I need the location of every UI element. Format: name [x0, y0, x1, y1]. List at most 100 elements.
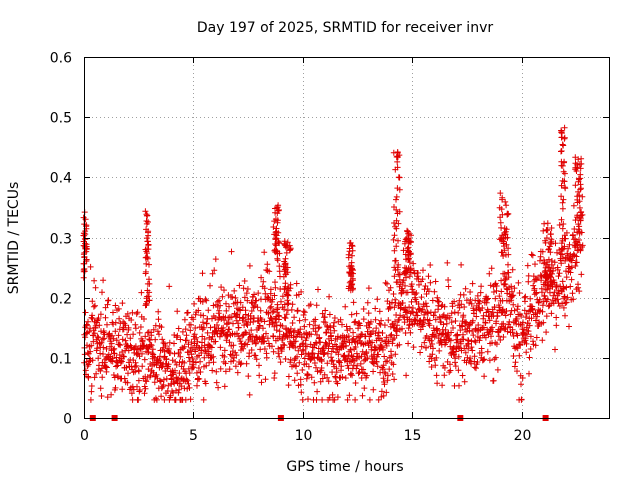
data-point	[226, 326, 233, 333]
data-point	[313, 302, 320, 309]
data-point	[187, 321, 194, 328]
data-point	[195, 307, 202, 314]
data-point	[262, 290, 269, 297]
data-point	[307, 301, 314, 308]
data-point	[212, 338, 219, 345]
data-point	[134, 309, 141, 316]
data-point	[197, 358, 204, 365]
data-point	[177, 336, 184, 343]
data-point	[308, 331, 315, 338]
data-point	[449, 303, 456, 310]
data-point	[543, 235, 550, 241]
data-point	[219, 293, 226, 300]
data-point	[378, 388, 385, 395]
data-point	[492, 295, 499, 302]
data-point	[214, 322, 220, 328]
data-point	[535, 299, 542, 306]
data-point	[448, 329, 455, 336]
data-point	[384, 358, 391, 364]
data-point	[561, 124, 568, 131]
data-point	[155, 308, 162, 315]
data-point	[513, 344, 520, 351]
data-point	[257, 307, 264, 314]
data-point	[146, 337, 153, 343]
data-point	[573, 259, 580, 266]
data-point	[455, 344, 462, 351]
data-point	[144, 287, 151, 294]
data-point	[110, 346, 117, 353]
data-point	[560, 285, 567, 292]
data-point	[158, 385, 165, 392]
data-point	[98, 339, 105, 346]
data-point	[143, 378, 150, 385]
data-point	[357, 360, 364, 367]
data-point	[199, 298, 206, 305]
data-point	[153, 371, 160, 378]
data-point	[574, 229, 580, 236]
data-point	[349, 372, 356, 379]
data-point	[274, 305, 281, 311]
data-point	[545, 274, 552, 281]
data-point	[218, 284, 225, 291]
data-point	[172, 367, 178, 374]
data-point	[537, 272, 544, 279]
data-point	[138, 289, 145, 296]
data-point	[200, 319, 206, 326]
data-point	[179, 328, 186, 335]
data-point	[484, 296, 490, 303]
data-point	[322, 319, 329, 326]
data-point	[244, 286, 251, 292]
axis-ticks: 0 0.1 0.2 0.3 0.4 0.5 0.6 0 5 10 15 20	[50, 51, 609, 444]
grid-lines	[84, 57, 609, 418]
data-point	[427, 279, 434, 286]
data-point	[561, 159, 567, 166]
data-point	[267, 314, 274, 321]
data-point	[144, 238, 151, 245]
data-point	[529, 252, 536, 259]
data-point	[539, 248, 546, 255]
data-point	[241, 294, 248, 301]
data-point	[575, 284, 582, 291]
data-point	[202, 296, 209, 303]
data-point	[547, 231, 554, 237]
data-point	[147, 341, 154, 348]
data-point	[242, 329, 249, 336]
data-point	[417, 326, 424, 333]
data-point	[363, 349, 370, 355]
data-point	[355, 319, 362, 326]
data-point	[411, 270, 418, 277]
data-point	[451, 309, 458, 316]
data-point	[108, 340, 115, 347]
data-point	[502, 234, 509, 241]
data-point	[369, 339, 376, 346]
data-point	[447, 367, 454, 374]
data-point	[217, 344, 224, 351]
data-point	[468, 360, 475, 367]
data-point	[526, 322, 533, 329]
data-point	[423, 303, 430, 310]
data-point	[134, 383, 140, 390]
data-point	[559, 300, 566, 307]
data-point	[485, 295, 491, 302]
data-point	[441, 303, 448, 310]
data-point	[558, 128, 565, 135]
data-point	[255, 290, 262, 297]
data-point	[265, 340, 272, 347]
data-point	[284, 285, 291, 292]
data-point	[156, 331, 162, 338]
data-point	[514, 345, 521, 352]
data-point	[410, 344, 417, 351]
data-point	[292, 338, 299, 345]
data-point	[108, 391, 115, 398]
data-point	[566, 241, 573, 248]
data-point	[203, 320, 210, 327]
data-point	[289, 320, 296, 326]
data-point	[338, 363, 345, 370]
data-point	[80, 260, 87, 267]
data-point	[532, 317, 539, 324]
data-point	[370, 386, 377, 393]
data-point	[461, 378, 468, 385]
data-point	[481, 373, 488, 380]
data-point	[146, 336, 153, 343]
data-point	[544, 273, 551, 280]
